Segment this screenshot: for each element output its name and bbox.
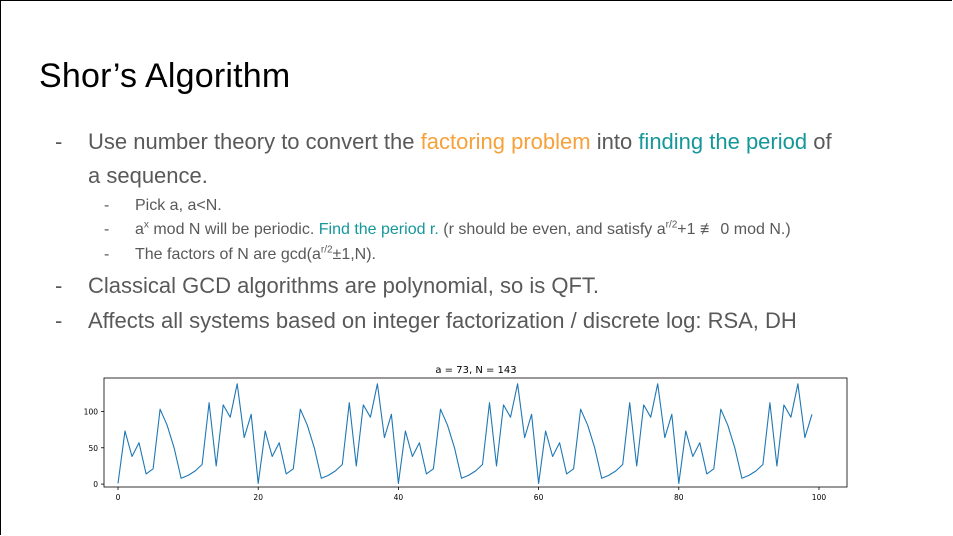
s2-sup: x	[143, 219, 149, 231]
bullet-dash: -	[55, 273, 63, 298]
chart-title: a = 73, N = 143	[435, 365, 516, 376]
s2-a: a	[135, 221, 144, 238]
sub-bullet-dash: -	[104, 197, 110, 214]
bullet-1-post: of	[807, 129, 832, 154]
x-tick-label: 0	[116, 493, 121, 502]
series-line	[117, 383, 813, 484]
sub-bullet-3-text: The factors of N are gcd(ar/2±1,N).	[135, 244, 376, 264]
sub-bullet-dash: -	[104, 246, 110, 263]
s3-a: The factors of N are gcd(a	[135, 246, 321, 263]
bullet-1-line2: a sequence.	[88, 163, 208, 188]
y-tick-label: 50	[88, 444, 98, 453]
s3-sup: r/2	[320, 244, 333, 256]
sub-bullet-1-text: Pick a, a<N.	[135, 197, 222, 214]
finding-period-highlight: finding the period	[638, 129, 808, 154]
bullet-1-pre: Use number theory to convert the	[88, 129, 421, 154]
sub-bullet-2-text: ax mod N will be periodic. Find the peri…	[135, 219, 791, 239]
factoring-problem-highlight: factoring problem	[420, 129, 591, 154]
bullet-1-mid: into	[590, 129, 639, 154]
bullet-dash: -	[55, 308, 63, 333]
slide-title: Shor’s Algorithm	[39, 57, 291, 95]
x-tick-label: 60	[534, 493, 544, 502]
find-period-highlight: Find the period r.	[318, 221, 439, 238]
bullet-dash: -	[55, 129, 63, 154]
s2-b: mod N will be periodic.	[148, 221, 319, 238]
bullet-2-text: Classical GCD algorithms are polynomial,…	[88, 273, 600, 298]
x-tick-label: 20	[253, 493, 263, 502]
sub-bullet-dash: -	[104, 221, 110, 238]
s2-c: (r should be even, and satisfy a	[438, 221, 666, 238]
period-line-chart: a = 73, N = 143 0 20 40 60 80 100 0 50 100	[84, 365, 848, 502]
x-tick-label: 40	[394, 493, 404, 502]
y-tick-label: 100	[84, 407, 99, 416]
y-tick-label: 0	[93, 480, 98, 489]
bullet-3-text: Affects all systems based on integer fac…	[88, 308, 797, 333]
s3-b: ±1,N).	[332, 246, 376, 263]
x-tick-label: 100	[812, 493, 827, 502]
x-tick-label: 80	[674, 493, 684, 502]
bullet-1-text: Use number theory to convert the factori…	[88, 129, 832, 155]
s2-sup2: r/2	[665, 219, 678, 231]
s2-d: +1 ≢ 0 mod N.)	[677, 221, 791, 238]
plot-frame	[103, 377, 848, 488]
